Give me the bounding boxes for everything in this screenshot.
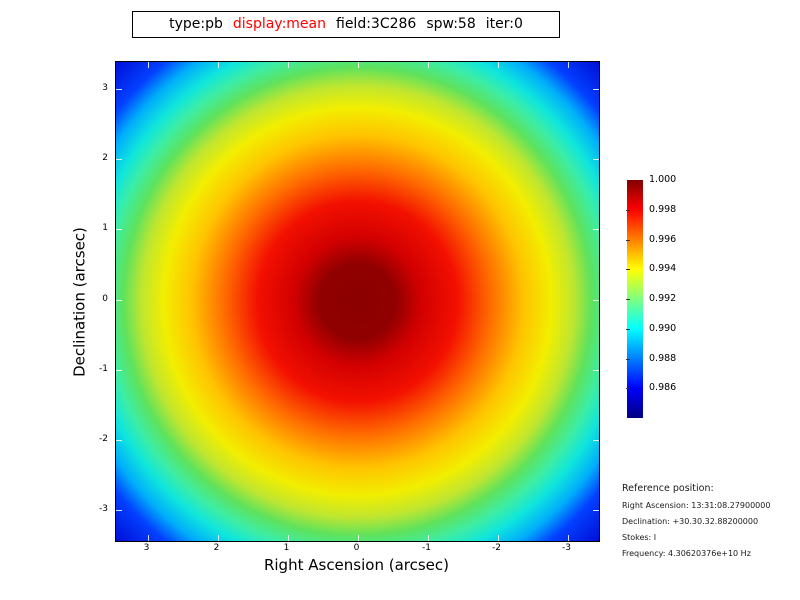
colorbar-tick-mark (626, 358, 630, 360)
colorbar-tick-label: 0.992 (649, 293, 677, 304)
colorbar-tick-label: 0.996 (649, 233, 677, 245)
x-tick-label: -1 (422, 543, 431, 553)
y-tick-label: -1 (99, 363, 108, 374)
title-display: display:mean (232, 16, 326, 32)
x-tick-mark (427, 62, 429, 68)
y-tick-label: 3 (102, 83, 108, 94)
title-iter: iter:0 (485, 16, 523, 32)
x-tick-label: 2 (213, 543, 220, 553)
y-tick-mark (593, 229, 599, 231)
reference-stokes: Stokes: I (622, 533, 657, 542)
y-tick-mark (116, 369, 122, 371)
x-tick-mark (567, 535, 569, 541)
y-tick-mark (593, 299, 599, 301)
colorbar-tick-label: 0.986 (649, 382, 677, 394)
y-tick-mark (593, 159, 599, 161)
y-tick-label: -2 (99, 433, 108, 444)
reference-declination: Declination: +30.30.32.88200000 (622, 517, 759, 526)
colorbar-tick-mark (626, 209, 630, 211)
reference-heading: Reference position: (622, 483, 714, 494)
colorbar-tick-mark (626, 388, 630, 390)
x-tick-mark (427, 535, 429, 541)
x-tick-mark (497, 62, 499, 68)
y-tick-mark (593, 369, 599, 371)
y-tick-label: 1 (102, 223, 108, 234)
y-tick-label: 0 (102, 293, 108, 304)
title-spw: spw:58 (426, 16, 476, 32)
y-tick-mark (593, 89, 599, 91)
x-tick-mark (497, 535, 499, 541)
title-field: field:3C286 (336, 16, 417, 32)
x-tick-label: -2 (492, 543, 501, 553)
x-tick-mark (357, 62, 359, 68)
colorbar-tick-mark (626, 328, 630, 330)
colorbar-tick-label: 0.988 (649, 352, 677, 364)
x-tick-label: -3 (562, 543, 571, 553)
colorbar-tick-mark (626, 299, 630, 300)
y-tick-mark (116, 439, 122, 441)
reference-position-block: Reference position: Right Ascension: 13:… (622, 483, 770, 565)
x-tick-mark (287, 535, 289, 541)
y-tick-mark (116, 159, 122, 161)
colorbar-tick-mark (626, 269, 630, 271)
x-axis-label: Right Ascension (arcsec) (263, 556, 450, 574)
x-tick-label: 0 (353, 543, 360, 553)
colorbar (627, 180, 643, 418)
y-tick-mark (116, 89, 122, 91)
y-tick-label: 2 (102, 153, 108, 164)
title-type: type:pb (169, 16, 223, 32)
colorbar-tick-label: 0.990 (649, 322, 677, 334)
x-tick-mark (147, 535, 149, 541)
colorbar-tick-label: 0.998 (649, 203, 677, 215)
plot-area[interactable] (115, 61, 600, 542)
y-tick-mark (593, 439, 599, 441)
y-tick-mark (116, 509, 122, 511)
x-tick-label: 1 (283, 543, 290, 553)
x-tick-mark (287, 62, 289, 68)
plot-title-box: type:pb display:mean field:3C286 spw:58 iter… (132, 11, 560, 38)
colorbar-tick-label: 0.994 (649, 263, 677, 275)
x-tick-mark (217, 62, 219, 68)
y-tick-mark (116, 229, 122, 231)
x-tick-mark (217, 535, 219, 541)
x-tick-mark (147, 62, 149, 68)
y-tick-mark (116, 299, 122, 301)
reference-right-ascension: Right Ascension: 13:31:08.27900000 (622, 501, 771, 510)
x-tick-label: 3 (143, 543, 150, 553)
y-tick-label: -3 (99, 503, 108, 514)
colorbar-tick-mark (626, 239, 630, 241)
y-tick-mark (593, 509, 599, 511)
reference-frequency: Frequency: 4.30620376e+10 Hz (622, 549, 751, 558)
x-tick-mark (357, 535, 359, 541)
x-tick-mark (567, 62, 569, 68)
colorbar-tick-label: 1.000 (649, 174, 677, 185)
